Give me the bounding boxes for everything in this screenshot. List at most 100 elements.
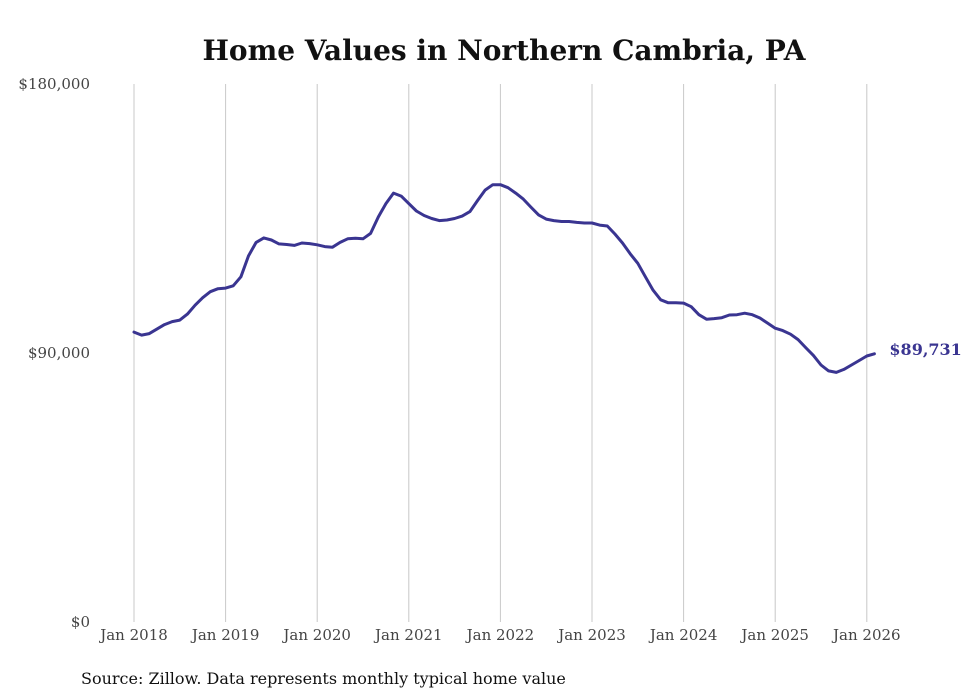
data-point <box>308 242 311 245</box>
data-point <box>224 286 227 290</box>
data-point <box>827 369 830 373</box>
data-point <box>209 290 212 293</box>
chart-title: Home Values in Northern Cambria, PA <box>202 34 806 67</box>
data-point <box>644 275 647 278</box>
data-point <box>690 305 693 308</box>
data-point <box>545 217 548 221</box>
series-line-0 <box>132 183 876 374</box>
data-point <box>751 313 754 316</box>
data-point <box>354 237 357 240</box>
data-point <box>522 197 525 201</box>
data-point <box>323 245 326 248</box>
data-point <box>300 241 304 245</box>
data-point <box>499 183 502 186</box>
data-point <box>453 217 456 220</box>
data-point <box>766 321 769 325</box>
data-point <box>140 333 143 337</box>
data-point <box>537 213 540 217</box>
data-point <box>812 354 815 357</box>
data-point <box>629 252 632 255</box>
data-point <box>247 254 250 258</box>
data-point <box>621 241 624 245</box>
data-point <box>346 237 349 240</box>
data-point <box>506 186 510 189</box>
data-point <box>262 236 265 240</box>
data-point <box>735 313 739 316</box>
data-point <box>651 289 655 292</box>
data-point <box>613 232 617 236</box>
data-point <box>842 368 846 371</box>
data-point <box>598 223 601 227</box>
data-point <box>445 218 449 222</box>
data-point <box>476 199 479 202</box>
data-point <box>560 220 563 223</box>
data-point <box>590 221 594 225</box>
x-tick-label: Jan 2020 <box>281 626 351 644</box>
x-tick-label: Jan 2019 <box>190 626 260 644</box>
data-point <box>239 275 243 278</box>
x-axis: Jan 2018 Jan 2019 Jan 2020 Jan 2021 Jan 2022… <box>98 626 900 644</box>
data-point <box>529 205 533 209</box>
data-point <box>422 214 426 217</box>
data-point <box>216 287 220 290</box>
data-point <box>758 316 762 320</box>
data-point <box>277 242 281 246</box>
data-point <box>674 301 678 304</box>
data-point <box>583 221 586 225</box>
data-point <box>743 312 746 315</box>
data-point <box>316 243 319 246</box>
x-tick-label: Jan 2024 <box>648 626 718 644</box>
data-point <box>186 312 189 316</box>
data-point <box>338 241 342 244</box>
data-point <box>606 224 609 228</box>
data-point <box>804 346 807 349</box>
y-tick-label: $0 <box>71 613 90 631</box>
data-point <box>384 202 388 205</box>
data-point <box>193 304 197 307</box>
data-point <box>163 323 166 326</box>
data-point <box>728 313 731 317</box>
data-point <box>178 318 181 322</box>
x-tick-label: Jan 2026 <box>831 626 901 644</box>
data-point <box>781 329 784 332</box>
y-axis: $0 $90,000 $180,000 <box>18 75 90 631</box>
data-point <box>659 298 662 301</box>
data-point <box>575 221 578 224</box>
data-point <box>835 371 838 374</box>
data-point <box>712 317 716 320</box>
data-point <box>331 246 334 249</box>
data-point <box>667 301 670 304</box>
data-point <box>461 214 464 218</box>
data-point <box>285 243 288 246</box>
data-point <box>796 338 800 341</box>
data-point <box>682 301 685 305</box>
x-tick-label: Jan 2023 <box>556 626 626 644</box>
data-point <box>636 262 639 265</box>
data-point <box>705 318 708 321</box>
x-tick-label: Jan 2022 <box>465 626 535 644</box>
data-point <box>415 209 418 213</box>
data-point <box>430 217 433 220</box>
data-point <box>491 183 494 186</box>
data-point <box>407 202 410 205</box>
data-point <box>514 191 517 195</box>
y-tick-label: $90,000 <box>28 344 90 362</box>
data-point <box>254 241 258 244</box>
data-point <box>201 296 204 299</box>
data-point <box>361 237 365 240</box>
last-value-label: $89,731 <box>889 340 961 359</box>
data-point <box>171 320 174 323</box>
x-tick-label: Jan 2025 <box>739 626 809 644</box>
gridlines <box>133 84 868 622</box>
data-point <box>774 327 777 330</box>
data-point <box>697 313 701 316</box>
x-tick-label: Jan 2021 <box>373 626 443 644</box>
data-point <box>438 219 441 222</box>
y-tick-label: $180,000 <box>18 75 90 93</box>
data-point <box>567 220 571 223</box>
data-point <box>720 316 723 319</box>
data-point <box>155 327 159 331</box>
data-point <box>132 330 136 334</box>
data-point <box>483 188 487 192</box>
x-tick-label: Jan 2018 <box>98 626 168 644</box>
